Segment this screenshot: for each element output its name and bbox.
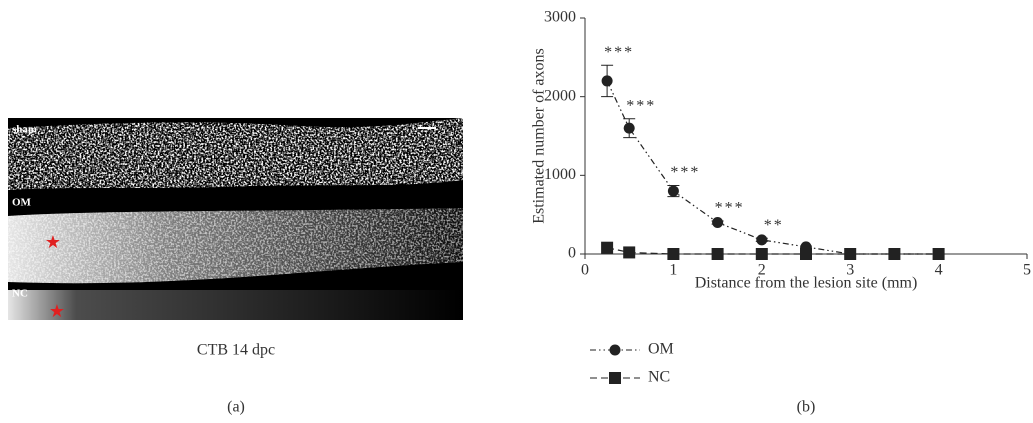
strip-label: NC [12, 288, 28, 300]
significance-label: ** [764, 217, 784, 234]
y-tick-label: 0 [568, 245, 576, 262]
strip-label: sham [12, 124, 37, 136]
data-point [888, 248, 901, 260]
significance-label: *** [626, 97, 656, 114]
data-point [755, 248, 768, 260]
y-tick-label: 1000 [544, 166, 576, 183]
data-point [623, 246, 636, 259]
significance-label: *** [715, 200, 745, 217]
micrograph: ★ ★ sham OM NC [8, 118, 463, 321]
legend-label: OM [648, 341, 674, 358]
significance-label: *** [604, 44, 634, 61]
data-point [601, 75, 613, 87]
nc-strip [8, 290, 463, 320]
significance-label: *** [670, 164, 700, 181]
x-tick-label: 4 [935, 262, 943, 279]
y-tick-label: 2000 [544, 87, 576, 104]
x-tick-label: 0 [581, 262, 589, 279]
data-point [712, 217, 724, 229]
y-axis-label: Estimated number of axons [531, 48, 548, 224]
lesion-star: ★ [49, 301, 65, 321]
x-axis-label: Distance from the lesion site (mm) [695, 275, 918, 292]
legend-label: NC [648, 369, 670, 386]
sham-strip [8, 118, 463, 190]
om-texture [8, 208, 463, 284]
x-tick-label: 2 [758, 262, 766, 279]
data-point [800, 248, 812, 260]
data-point [667, 185, 679, 197]
data-point [932, 248, 945, 260]
x-tick-label: 1 [669, 262, 677, 279]
x-tick-label: 5 [1023, 262, 1031, 279]
data-point [623, 122, 635, 134]
data-point [601, 241, 614, 254]
panel-label: (a) [227, 399, 245, 416]
legend-marker [609, 372, 621, 384]
data-point [756, 234, 768, 246]
caption: CTB 14 dpc [197, 342, 275, 359]
data-point [667, 248, 680, 260]
strip-label: OM [12, 197, 32, 209]
panel-label: (b) [797, 399, 816, 416]
lesion-star: ★ [45, 232, 61, 252]
x-tick-label: 3 [846, 262, 854, 279]
data-point [844, 248, 857, 260]
legend-marker [609, 344, 621, 356]
y-tick-label: 3000 [544, 9, 576, 26]
data-point [711, 248, 724, 260]
